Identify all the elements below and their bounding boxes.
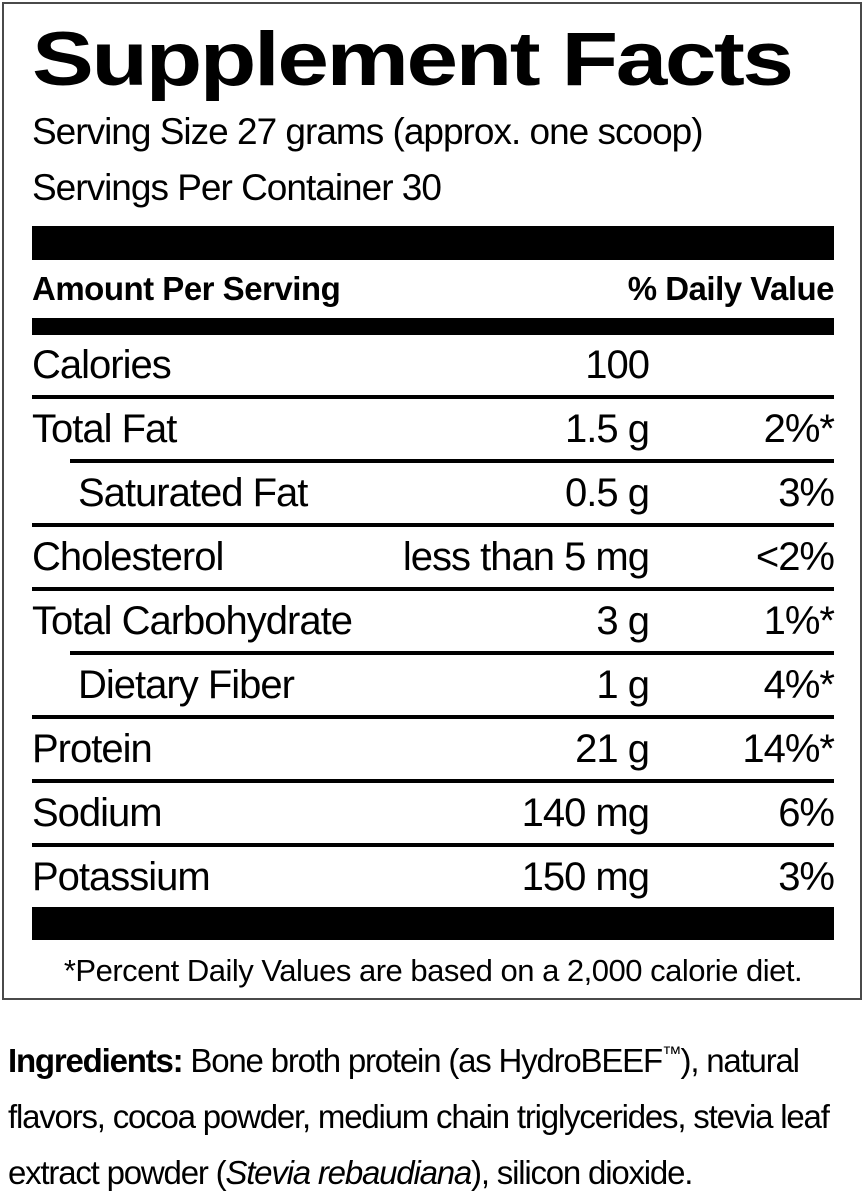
nutrient-name: Dietary Fiber	[78, 662, 295, 707]
nutrient-row-potassium: Potassium 150 mg 3%	[32, 847, 835, 907]
row-divider	[32, 779, 834, 783]
row-divider	[32, 523, 834, 527]
nutrient-name: Cholesterol	[32, 534, 224, 579]
nutrient-row-saturated-fat: Saturated Fat 0.5 g 3%	[32, 463, 835, 523]
row-divider	[32, 843, 834, 847]
daily-value-label: % Daily Value	[627, 270, 835, 307]
row-divider	[32, 587, 834, 591]
nutrient-name: Calories	[32, 342, 172, 387]
nutrient-amount: 0.5 g	[565, 470, 650, 515]
nutrient-name: Sodium	[32, 790, 163, 835]
nutrient-name: Saturated Fat	[78, 470, 308, 515]
nutrient-daily-value: 4%*	[763, 662, 835, 707]
divider-bar-header	[32, 318, 834, 335]
ingredients-text-1: Bone broth protein (as HydroBEEF	[182, 1042, 663, 1079]
supplement-facts-panel: Supplement Facts Serving Size 27 grams (…	[2, 2, 862, 1000]
nutrient-daily-value: <2%	[755, 534, 835, 579]
nutrient-name: Total Carbohydrate	[32, 598, 353, 643]
nutrient-daily-value: 2%*	[763, 406, 835, 451]
nutrient-amount: 150 mg	[521, 854, 650, 899]
divider-bar-bottom	[32, 907, 834, 940]
row-divider	[32, 715, 834, 719]
column-header-row: Amount Per Serving % Daily Value	[32, 260, 835, 318]
nutrient-row-sodium: Sodium 140 mg 6%	[32, 783, 835, 843]
serving-size: Serving Size 27 grams (approx. one scoop…	[32, 111, 704, 152]
nutrient-amount: 100	[585, 342, 650, 387]
ingredients-label: Ingredients:	[8, 1042, 184, 1079]
trademark-symbol: ™	[661, 1043, 682, 1065]
nutrient-daily-value: 3%	[778, 470, 835, 515]
row-divider-indented	[70, 651, 834, 655]
nutrient-name: Total Fat	[32, 406, 177, 451]
nutrient-daily-value: 3%	[778, 854, 835, 899]
servings-per-container: Servings Per Container 30	[32, 167, 442, 208]
daily-value-footnote: *Percent Daily Values are based on a 2,0…	[63, 953, 803, 988]
nutrient-row-dietary-fiber: Dietary Fiber 1 g 4%*	[32, 655, 835, 715]
row-divider-indented	[70, 459, 834, 463]
ingredients-text-3: ), silicon dioxide.	[471, 1154, 693, 1191]
amount-per-serving-label: Amount Per Serving	[32, 270, 341, 307]
nutrient-amount: 1 g	[596, 662, 650, 707]
ingredients-paragraph: Ingredients: Bone broth protein (as Hydr…	[8, 1026, 860, 1192]
divider-bar-top	[32, 226, 834, 260]
nutrient-row-total-carbohydrate: Total Carbohydrate 3 g 1%*	[32, 591, 835, 651]
nutrient-row-total-fat: Total Fat 1.5 g 2%*	[32, 399, 835, 459]
nutrient-amount: 21 g	[575, 726, 650, 771]
nutrient-daily-value: 6%	[778, 790, 835, 835]
ingredients-text-2: ), natural flavors, cocoa powder, medium…	[8, 1042, 830, 1191]
nutrient-amount: 1.5 g	[565, 406, 650, 451]
nutrient-amount: 140 mg	[521, 790, 650, 835]
ingredients-latin-name: Stevia rebaudiana	[225, 1154, 472, 1191]
panel-title: Supplement Facts	[32, 17, 794, 102]
nutrient-amount: less than 5 mg	[402, 534, 650, 579]
nutrient-row-calories: Calories 100	[32, 335, 834, 395]
nutrient-row-protein: Protein 21 g 14%*	[32, 719, 835, 779]
nutrient-name: Protein	[32, 726, 153, 771]
nutrient-name: Potassium	[32, 854, 211, 899]
nutrient-row-cholesterol: Cholesterol less than 5 mg <2%	[32, 527, 835, 587]
row-divider	[32, 395, 834, 399]
nutrient-amount: 3 g	[596, 598, 650, 643]
nutrient-daily-value: 14%*	[742, 726, 835, 771]
nutrient-daily-value: 1%*	[763, 598, 835, 643]
